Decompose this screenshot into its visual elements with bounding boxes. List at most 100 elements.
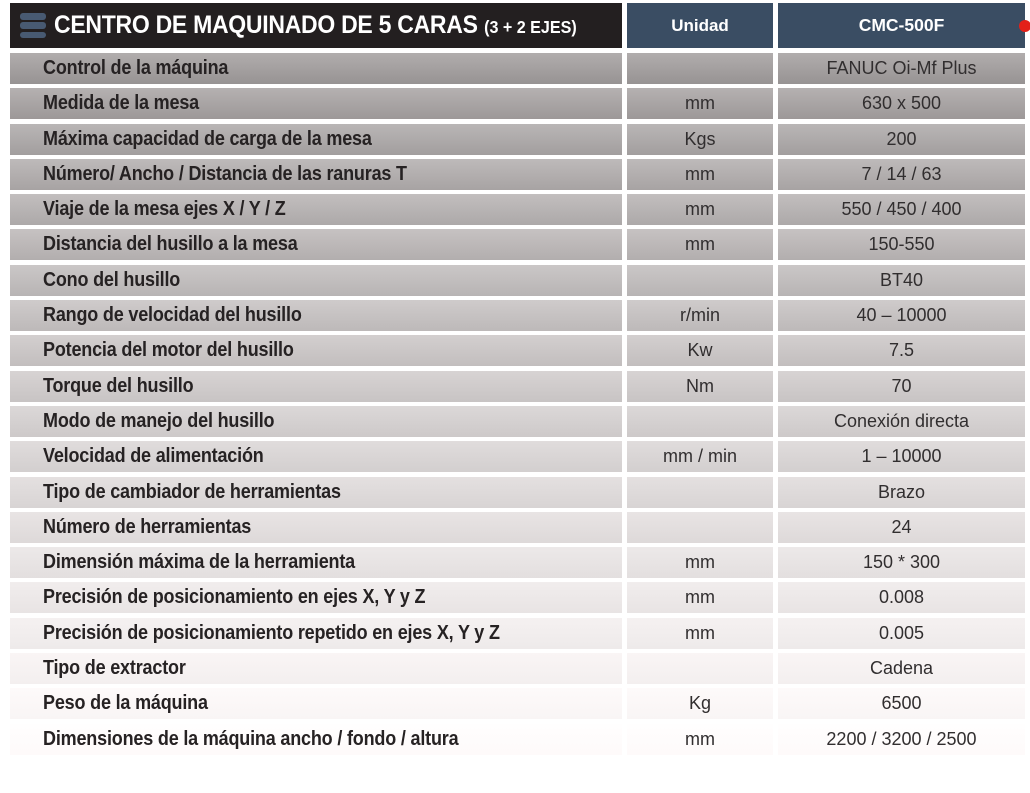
- spec-label: Máxima capacidad de carga de la mesa: [43, 127, 372, 150]
- spec-unit-cell: mm: [627, 547, 773, 579]
- spec-unit-cell: mm / min: [627, 441, 773, 473]
- page-title: CENTRO DE MAQUINADO DE 5 CARAS (3 + 2 EJ…: [54, 11, 577, 40]
- spec-label-cell: Dimensiones de la máquina ancho / fondo …: [10, 723, 622, 755]
- spec-unit-cell: Kg: [627, 688, 773, 720]
- spec-label-cell: Modo de manejo del husillo: [10, 405, 622, 437]
- spec-value-cell: 150 * 300: [778, 547, 1025, 579]
- spec-unit: mm: [685, 199, 715, 220]
- table-row: Potencia del motor del husillo Kw 7.5: [10, 335, 1030, 367]
- spec-value-cell: 7 / 14 / 63: [778, 158, 1025, 190]
- spec-value: Cadena: [869, 658, 934, 679]
- spec-value-cell: 2200 / 3200 / 2500: [778, 723, 1025, 755]
- spec-unit-cell: [627, 653, 773, 685]
- page-title-sub: (3 + 2 EJES): [484, 17, 577, 37]
- spec-value-cell: BT40: [778, 264, 1025, 296]
- spec-value-cell: Brazo: [778, 476, 1025, 508]
- spec-label-cell: Rango de velocidad del husillo: [10, 300, 622, 332]
- hamburger-menu-icon: [20, 13, 46, 38]
- spec-value: Conexión directa: [833, 410, 970, 431]
- spec-label-cell: Viaje de la mesa ejes X / Y / Z: [10, 194, 622, 226]
- spec-label: Medida de la mesa: [43, 92, 200, 115]
- spec-label-cell: Torque del husillo: [10, 370, 622, 402]
- spec-unit: mm: [685, 234, 715, 255]
- spec-label-cell: Control de la máquina: [10, 53, 622, 84]
- spec-value: 6500: [881, 693, 922, 714]
- spec-label-cell: Velocidad de alimentación: [10, 441, 622, 473]
- spec-unit: mm: [685, 728, 715, 749]
- spec-unit: mm: [685, 93, 715, 114]
- table-row: Modo de manejo del husillo Conexión dire…: [10, 405, 1030, 437]
- table-row: Dimensiones de la máquina ancho / fondo …: [10, 723, 1030, 755]
- spec-label: Modo de manejo del husillo: [43, 409, 275, 432]
- spec-value: BT40: [879, 269, 924, 290]
- red-dot-indicator-icon: [1019, 19, 1030, 32]
- spec-value: 550 / 450 / 400: [841, 199, 962, 220]
- table-row: Torque del husillo Nm 70: [10, 370, 1030, 402]
- column-header-model: CMC-500F: [778, 3, 1030, 48]
- table-row: Número/ Ancho / Distancia de las ranuras…: [10, 158, 1030, 190]
- table-row: Peso de la máquina Kg 6500: [10, 688, 1030, 720]
- spec-value-cell: Conexión directa: [778, 405, 1025, 437]
- spec-label: Número/ Ancho / Distancia de las ranuras…: [43, 162, 407, 185]
- table-row: Precisión de posicionamiento en ejes X, …: [10, 582, 1030, 614]
- table-row: Medida de la mesa mm 630 x 500: [10, 88, 1030, 120]
- spec-unit: Kw: [687, 340, 713, 361]
- spec-label-cell: Medida de la mesa: [10, 88, 622, 120]
- spec-label: Viaje de la mesa ejes X / Y / Z: [43, 198, 286, 221]
- spec-value-cell: 0.008: [778, 582, 1025, 614]
- spec-value: FANUC Oi-Mf Plus: [826, 58, 977, 78]
- column-header-model-label: CMC-500F: [858, 15, 945, 35]
- spec-value: 0.005: [878, 622, 925, 643]
- spec-value-cell: 630 x 500: [778, 88, 1025, 120]
- spec-value: 24: [891, 516, 912, 537]
- spec-unit-cell: r/min: [627, 300, 773, 332]
- spec-label-cell: Precisión de posicionamiento repetido en…: [10, 617, 622, 649]
- column-header-unidad: Unidad: [627, 3, 773, 48]
- spec-label-cell: Número de herramientas: [10, 511, 622, 543]
- spec-label: Distancia del husillo a la mesa: [43, 233, 298, 256]
- spec-unit-cell: mm: [627, 723, 773, 755]
- spec-value: 200: [886, 128, 917, 149]
- spec-label: Control de la máquina: [43, 57, 229, 79]
- spec-unit: mm / min: [663, 446, 737, 467]
- spec-unit-cell: [627, 511, 773, 543]
- spec-label: Tipo de extractor: [43, 657, 186, 680]
- spec-label: Torque del husillo: [43, 374, 194, 397]
- spec-label: Tipo de cambiador de herramientas: [43, 480, 341, 503]
- spec-unit: mm: [685, 587, 715, 608]
- spec-label: Número de herramientas: [43, 515, 252, 538]
- spec-unit: Kgs: [684, 128, 716, 149]
- page-title-main: CENTRO DE MAQUINADO DE 5 CARAS: [54, 11, 478, 39]
- spec-unit-cell: mm: [627, 617, 773, 649]
- spec-label: Potencia del motor del husillo: [43, 339, 294, 362]
- spec-value: 40 – 10000: [856, 305, 947, 326]
- spec-label: Precisión de posicionamiento en ejes X, …: [43, 586, 426, 609]
- spec-unit-cell: [627, 476, 773, 508]
- spec-unit-cell: [627, 264, 773, 296]
- spec-value: 0.008: [878, 587, 925, 608]
- spec-label-cell: Tipo de extractor: [10, 653, 622, 685]
- spec-value-cell: 0.005: [778, 617, 1025, 649]
- spec-label: Dimensiones de la máquina ancho / fondo …: [43, 727, 459, 750]
- spec-label-cell: Máxima capacidad de carga de la mesa: [10, 123, 622, 155]
- spec-label-cell: Dimensión máxima de la herramienta: [10, 547, 622, 579]
- title-cell: CENTRO DE MAQUINADO DE 5 CARAS (3 + 2 EJ…: [10, 3, 622, 48]
- spec-value-cell: FANUC Oi-Mf Plus: [778, 53, 1025, 84]
- spec-value-cell: 70: [778, 370, 1025, 402]
- spec-label: Dimensión máxima de la herramienta: [43, 551, 356, 574]
- spec-unit: Nm: [686, 375, 714, 396]
- table-row: Velocidad de alimentación mm / min 1 – 1…: [10, 441, 1030, 473]
- spec-label-cell: Número/ Ancho / Distancia de las ranuras…: [10, 158, 622, 190]
- table-row: Dimensión máxima de la herramienta mm 15…: [10, 547, 1030, 579]
- spec-value: 2200 / 3200 / 2500: [826, 728, 977, 749]
- spec-unit: Kg: [688, 693, 712, 714]
- spec-value: 630 x 500: [861, 93, 942, 114]
- table-row: Rango de velocidad del husillo r/min 40 …: [10, 300, 1030, 332]
- spec-value-cell: 550 / 450 / 400: [778, 194, 1025, 226]
- spec-value-cell: 150-550: [778, 229, 1025, 261]
- spec-unit-cell: mm: [627, 88, 773, 120]
- spec-value-cell: 40 – 10000: [778, 300, 1025, 332]
- spec-label: Velocidad de alimentación: [43, 445, 264, 468]
- spec-label-cell: Precisión de posicionamiento en ejes X, …: [10, 582, 622, 614]
- spec-value: 70: [891, 375, 912, 396]
